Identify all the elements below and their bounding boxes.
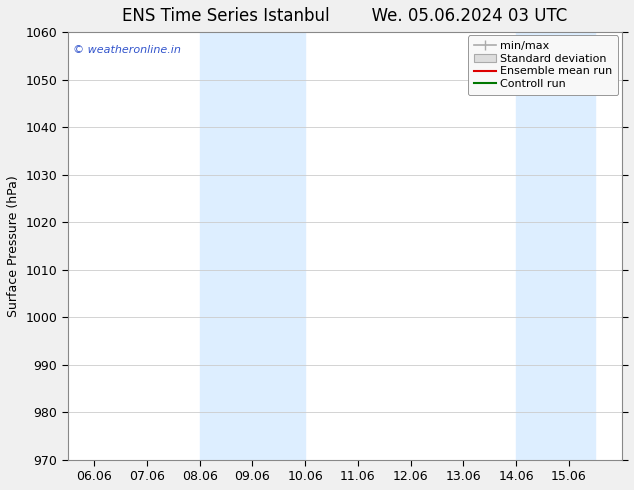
Legend: min/max, Standard deviation, Ensemble mean run, Controll run: min/max, Standard deviation, Ensemble me… — [468, 35, 618, 95]
Text: © weatheronline.in: © weatheronline.in — [74, 45, 181, 55]
Title: ENS Time Series Istanbul        We. 05.06.2024 03 UTC: ENS Time Series Istanbul We. 05.06.2024 … — [122, 7, 567, 25]
Bar — [200, 32, 305, 460]
Bar — [516, 32, 595, 460]
Y-axis label: Surface Pressure (hPa): Surface Pressure (hPa) — [7, 175, 20, 317]
